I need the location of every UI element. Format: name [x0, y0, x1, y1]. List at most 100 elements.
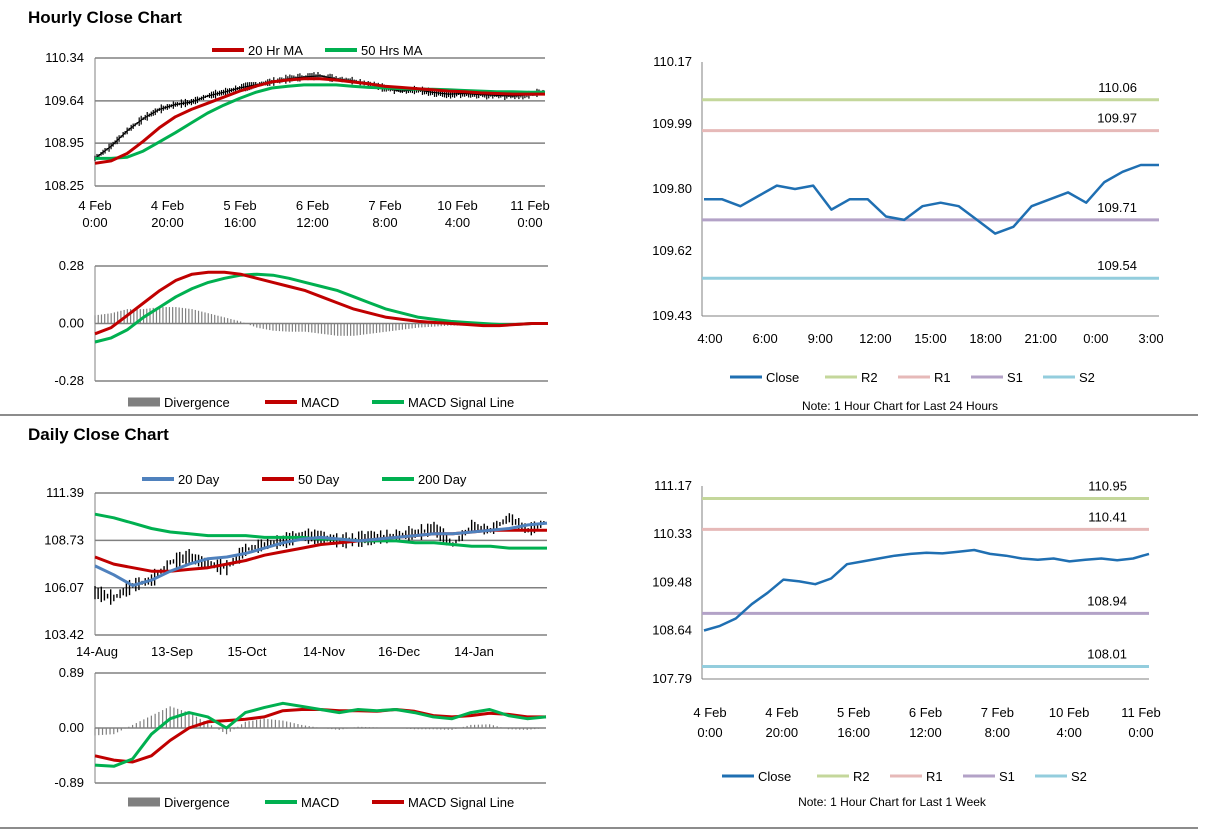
- daily-macd-line: [94, 701, 547, 768]
- daily-20day-line: [94, 521, 548, 587]
- daily-legend-signal-label: MACD Signal Line: [408, 795, 514, 810]
- hourly-pivot-level-r2-label: 110.06: [1098, 80, 1137, 95]
- hourly-price-x-tick-time-6: 0:00: [517, 215, 542, 230]
- daily-pivot-x-tick-date-4: 7 Feb: [981, 705, 1014, 720]
- hourly-pivot-note: Note: 1 Hour Chart for Last 24 Hours: [802, 399, 998, 413]
- daily-pivot-x-tick-time-1: 20:00: [766, 725, 799, 740]
- daily-pivot-level-r2-label: 110.95: [1088, 479, 1127, 494]
- daily-pivot-x-tick-date-6: 11 Feb: [1121, 705, 1161, 720]
- daily-pivot-y-tick-4: 107.79: [652, 671, 692, 686]
- hourly-price-x-tick-date-1: 4 Feb: [151, 198, 184, 213]
- daily-pivot-legend-r1-label: R1: [926, 769, 943, 784]
- daily-price-x-tick-5: 14-Jan: [454, 644, 494, 659]
- daily-price-x-tick-0: 14-Aug: [76, 644, 118, 659]
- daily-macd-y-tick-2: -0.89: [54, 775, 84, 790]
- daily-pivot-x-tick-time-0: 0:00: [697, 725, 722, 740]
- hourly-legend-ma50-label: 50 Hrs MA: [361, 43, 423, 58]
- hourly-pivot-legend-close-label: Close: [766, 370, 799, 385]
- daily-legend-200day-label: 200 Day: [418, 472, 467, 487]
- daily-pivot-y-tick-3: 108.64: [652, 622, 692, 637]
- daily-pivot-x-tick-date-5: 10 Feb: [1049, 705, 1089, 720]
- hourly-pivot-legend-r1-label: R1: [934, 370, 951, 385]
- hourly-price-y-tick-1: 109.64: [44, 93, 84, 108]
- daily-pivot-x-tick-time-2: 16:00: [837, 725, 870, 740]
- section-divider: [0, 414, 1198, 416]
- hourly-macd-y-tick-1: 0.00: [59, 316, 84, 331]
- hourly-pivot-close-line: [704, 163, 1159, 235]
- daily-price-x-tick-2: 15-Oct: [227, 644, 266, 659]
- daily-pivot-legend-s2-label: S2: [1071, 769, 1087, 784]
- hourly-pivot-x-tick-8: 3:00: [1138, 331, 1163, 346]
- daily-pivot-y-tick-2: 109.48: [652, 575, 692, 590]
- daily-macd-y-tick-0: 0.89: [59, 665, 84, 680]
- hourly-pivot-level-s2-label: 109.54: [1097, 258, 1137, 273]
- hourly-pivot-y-tick-4: 109.43: [652, 308, 692, 323]
- daily-pivot-x-tick-date-0: 4 Feb: [693, 705, 726, 720]
- daily-200day-line: [94, 512, 547, 550]
- daily-pivot-legend-r2-label: R2: [853, 769, 870, 784]
- hourly-pivot-x-tick-4: 15:00: [914, 331, 947, 346]
- hourly-signal-line: [94, 272, 548, 344]
- hourly-legend-divergence-label: Divergence: [164, 395, 230, 410]
- hourly-legend-signal-label: MACD Signal Line: [408, 395, 514, 410]
- daily-pivot-x-tick-time-4: 8:00: [985, 725, 1010, 740]
- hourly-price-x-tick-date-4: 7 Feb: [368, 198, 401, 213]
- hourly-pivot-y-tick-1: 109.99: [652, 116, 692, 131]
- hourly-price-x-tick-time-1: 20:00: [151, 215, 184, 230]
- daily-pivot-x-tick-time-6: 0:00: [1128, 725, 1153, 740]
- daily-legend-macd-label: MACD: [301, 795, 339, 810]
- hourly-pivot-x-tick-7: 0:00: [1083, 331, 1108, 346]
- daily-pivot-close-line: [703, 548, 1150, 632]
- daily-pivot-level-s2-label: 108.01: [1087, 646, 1127, 661]
- hourly-price-y-tick-0: 110.34: [45, 50, 84, 65]
- daily-pivot-x-tick-date-2: 5 Feb: [837, 705, 870, 720]
- hourly-price-y-tick-3: 108.25: [44, 178, 84, 193]
- hourly-price-x-tick-date-6: 11 Feb: [510, 198, 550, 213]
- daily-price-x-tick-4: 16-Dec: [378, 644, 420, 659]
- hourly-ma20-line: [94, 77, 545, 165]
- hourly-pivot-y-tick-0: 110.17: [653, 54, 692, 69]
- daily-pivot-level-r1-label: 110.41: [1088, 509, 1127, 524]
- hourly-pivot-legend-s1-label: S1: [1007, 370, 1023, 385]
- hourly-price-x-tick-date-2: 5 Feb: [223, 198, 256, 213]
- daily-price-y-tick-0: 111.39: [46, 485, 84, 500]
- hourly-ma50-line: [95, 83, 545, 160]
- daily-pivot-x-tick-time-3: 12:00: [909, 725, 942, 740]
- hourly-legend-ma20-label: 20 Hr MA: [248, 43, 303, 58]
- daily-pivot-level-s1-label: 108.94: [1087, 593, 1127, 608]
- hourly-price-x-tick-time-5: 4:00: [445, 215, 470, 230]
- hourly-pivot-x-tick-6: 21:00: [1024, 331, 1057, 346]
- hourly-price-x-tick-time-4: 8:00: [372, 215, 397, 230]
- daily-pivot-x-tick-time-5: 4:00: [1057, 725, 1082, 740]
- hourly-pivot-x-tick-3: 12:00: [859, 331, 892, 346]
- hourly-pivot-legend-r2-label: R2: [861, 370, 878, 385]
- hourly-price-y-tick-2: 108.95: [44, 135, 84, 150]
- daily-legend-20day-label: 20 Day: [178, 472, 220, 487]
- hourly-section-title: Hourly Close Chart: [28, 8, 182, 27]
- hourly-price-x-tick-time-0: 0:00: [82, 215, 107, 230]
- hourly-close-line: [94, 75, 546, 159]
- daily-macd-y-tick-1: 0.00: [59, 720, 84, 735]
- hourly-macd-line: [94, 270, 548, 336]
- hourly-price-x-tick-date-3: 6 Feb: [296, 198, 329, 213]
- hourly-macd-y-tick-0: 0.28: [59, 258, 84, 273]
- daily-legend-divergence-label: Divergence: [164, 795, 230, 810]
- daily-price-y-tick-3: 103.42: [44, 627, 84, 642]
- daily-section-title: Daily Close Chart: [28, 425, 169, 444]
- daily-pivot-legend-s1-label: S1: [999, 769, 1015, 784]
- hourly-macd-y-tick-2: -0.28: [54, 373, 84, 388]
- daily-price-x-tick-1: 13-Sep: [151, 644, 193, 659]
- hourly-price-x-tick-date-0: 4 Feb: [78, 198, 111, 213]
- hourly-price-x-tick-time-3: 12:00: [296, 215, 329, 230]
- hourly-pivot-x-tick-1: 6:00: [752, 331, 777, 346]
- hourly-pivot-level-s1-label: 109.71: [1097, 200, 1137, 215]
- daily-pivot-y-tick-1: 110.33: [653, 526, 692, 541]
- hourly-pivot-x-tick-0: 4:00: [697, 331, 722, 346]
- daily-pivot-note: Note: 1 Hour Chart for Last 1 Week: [798, 795, 987, 809]
- hourly-price-x-tick-time-2: 16:00: [224, 215, 257, 230]
- daily-pivot-x-tick-date-1: 4 Feb: [765, 705, 798, 720]
- hourly-pivot-level-r1-label: 109.97: [1097, 111, 1137, 126]
- bottom-divider: [0, 827, 1198, 829]
- daily-price-y-tick-1: 108.73: [44, 532, 84, 547]
